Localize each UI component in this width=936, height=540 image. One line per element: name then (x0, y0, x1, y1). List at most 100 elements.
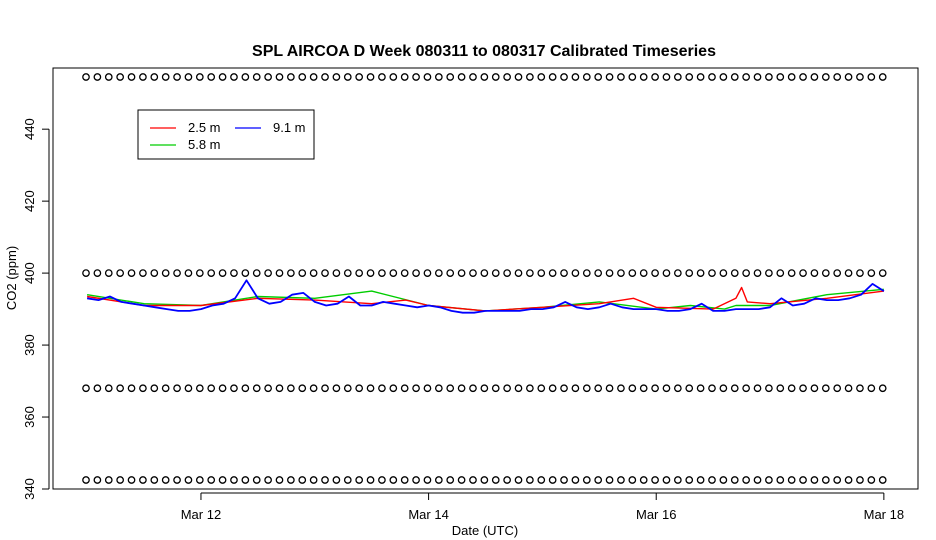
reference-marker (560, 384, 568, 393)
reference-marker (82, 476, 90, 484)
reference-marker (685, 269, 694, 277)
reference-marker (605, 269, 614, 277)
reference-marker (423, 269, 432, 277)
reference-marker (810, 476, 819, 484)
reference-marker (287, 73, 295, 81)
reference-marker (195, 73, 204, 81)
reference-marker (628, 269, 637, 277)
reference-marker (195, 384, 204, 393)
x-tick-label: Mar 12 (181, 507, 221, 522)
reference-marker (537, 269, 546, 277)
reference-marker (93, 269, 102, 277)
reference-marker (389, 73, 398, 81)
reference-marker (230, 476, 238, 484)
reference-marker (252, 384, 261, 393)
reference-marker (139, 269, 147, 277)
reference-marker (537, 476, 546, 484)
reference-marker (469, 476, 477, 484)
series-line-9-1-m (86, 279, 885, 314)
reference-marker (594, 384, 603, 393)
y-tick-label: 340 (22, 478, 37, 500)
reference-marker (833, 73, 842, 81)
reference-marker (332, 73, 341, 81)
reference-marker (423, 73, 432, 81)
reference-marker (457, 269, 466, 277)
reference-marker (446, 384, 455, 393)
reference-marker (161, 476, 170, 484)
chart-title: SPL AIRCOA D Week 080311 to 080317 Calib… (252, 43, 716, 60)
x-axis: Mar 12 Mar 14 Mar 16 Mar 18 (181, 492, 904, 522)
reference-marker (412, 269, 420, 277)
reference-marker (469, 73, 477, 81)
y-tick-label: 400 (22, 262, 37, 284)
reference-marker (218, 384, 227, 393)
reference-marker (275, 476, 284, 484)
reference-marker (378, 269, 386, 277)
reference-marker (207, 384, 216, 393)
reference-marker (104, 73, 113, 81)
reference-marker (673, 269, 682, 277)
reference-marker (582, 384, 591, 393)
reference-marker (355, 269, 364, 277)
reference-marker (765, 384, 773, 393)
reference-marker (116, 73, 125, 81)
reference-marker (139, 384, 147, 393)
reference-marker (218, 269, 227, 277)
y-tick-label: 420 (22, 190, 37, 212)
reference-marker (321, 384, 329, 393)
reference-marker (389, 476, 398, 484)
reference-marker (218, 476, 227, 484)
reference-marker (230, 269, 238, 277)
reference-marker (514, 476, 523, 484)
legend-label-2-5m: 2.5 m (188, 120, 221, 135)
reference-marker (878, 73, 887, 81)
reference-marker (514, 269, 523, 277)
reference-marker (309, 476, 318, 484)
reference-marker (548, 73, 557, 81)
reference-marker (491, 269, 500, 277)
reference-marker (696, 269, 705, 277)
reference-marker (730, 269, 739, 277)
reference-marker (116, 269, 125, 277)
reference-marker (742, 269, 750, 277)
reference-marker (150, 269, 159, 277)
reference-marker (423, 476, 432, 484)
reference-marker (93, 384, 102, 393)
reference-marker (366, 73, 375, 81)
reference-marker (116, 384, 125, 393)
reference-marker (298, 269, 307, 277)
reference-marker (810, 73, 819, 81)
reference-marker (287, 476, 295, 484)
y-tick-label: 360 (22, 406, 37, 428)
reference-marker (765, 269, 773, 277)
reference-marker (332, 476, 341, 484)
reference-marker (82, 73, 90, 81)
reference-marker (856, 476, 864, 484)
reference-marker (582, 269, 591, 277)
reference-marker (548, 476, 557, 484)
reference-marker (639, 476, 648, 484)
reference-marker (366, 384, 375, 393)
reference-marker (639, 73, 648, 81)
reference-marker (332, 384, 341, 393)
legend: 2.5 m 5.8 m 9.1 m (137, 109, 315, 160)
reference-marker (867, 476, 876, 484)
reference-marker (298, 73, 307, 81)
reference-marker (821, 384, 830, 393)
reference-marker (184, 384, 193, 393)
reference-marker (161, 73, 170, 81)
reference-marker (434, 384, 443, 393)
reference-marker (810, 269, 819, 277)
reference-marker (104, 476, 113, 484)
reference-marker (776, 269, 785, 277)
reference-marker (184, 476, 193, 484)
reference-marker (378, 73, 386, 81)
reference-marker (605, 476, 614, 484)
reference-marker (594, 269, 603, 277)
reference-marker (241, 73, 250, 81)
reference-marker (184, 73, 193, 81)
reference-marker (742, 476, 750, 484)
reference-marker (708, 73, 716, 81)
reference-marker (639, 384, 648, 393)
reference-marker (662, 384, 671, 393)
